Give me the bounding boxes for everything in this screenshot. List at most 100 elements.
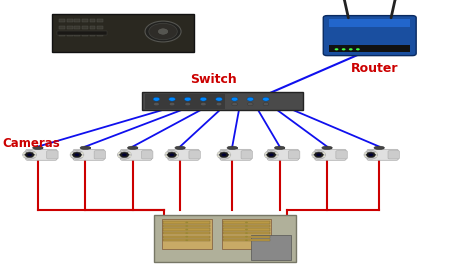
Circle shape [232,102,237,106]
Circle shape [275,156,278,157]
Text: Router: Router [351,62,398,75]
Circle shape [364,152,367,154]
Circle shape [245,229,248,230]
Circle shape [167,152,176,158]
Circle shape [245,225,248,227]
FancyBboxPatch shape [168,149,199,160]
Bar [128,147,137,153]
Circle shape [122,153,127,156]
Circle shape [23,152,26,154]
Text: Cameras: Cameras [2,137,60,150]
Circle shape [185,236,188,238]
Circle shape [216,97,222,101]
FancyBboxPatch shape [73,149,104,160]
Circle shape [364,156,367,157]
Circle shape [70,152,73,154]
Circle shape [153,97,160,101]
FancyBboxPatch shape [315,149,346,160]
Bar [323,147,331,153]
Ellipse shape [23,150,36,159]
Ellipse shape [70,150,84,159]
Text: Switch: Switch [190,73,237,85]
Circle shape [228,152,231,154]
Circle shape [200,97,207,101]
Ellipse shape [80,146,91,149]
Bar [329,45,410,52]
Circle shape [375,156,378,157]
Circle shape [185,229,188,230]
Circle shape [145,21,181,42]
Circle shape [312,156,315,157]
Bar [375,147,383,153]
FancyBboxPatch shape [120,149,152,160]
Bar [74,33,80,36]
FancyBboxPatch shape [220,149,251,160]
Bar [74,19,80,22]
Circle shape [221,153,226,156]
FancyBboxPatch shape [189,151,201,159]
Bar [59,26,65,29]
Circle shape [169,97,175,101]
Circle shape [349,48,353,50]
Circle shape [342,48,346,50]
FancyBboxPatch shape [142,151,153,159]
FancyBboxPatch shape [241,151,253,159]
Circle shape [169,102,175,106]
Circle shape [245,236,248,238]
Circle shape [23,156,26,157]
Circle shape [263,102,269,106]
Bar [67,19,73,22]
Circle shape [74,153,79,156]
Ellipse shape [274,146,285,149]
Circle shape [185,232,188,234]
Circle shape [316,153,321,156]
Bar [163,239,210,241]
Circle shape [70,156,73,157]
Bar [163,229,210,231]
Circle shape [184,97,191,101]
FancyBboxPatch shape [154,215,296,262]
Circle shape [34,152,36,154]
Bar [90,33,95,36]
Circle shape [165,152,168,154]
Circle shape [185,239,188,241]
Circle shape [176,152,179,154]
Ellipse shape [364,150,378,159]
Circle shape [128,156,131,157]
Circle shape [216,102,222,106]
Circle shape [323,156,326,157]
Ellipse shape [128,146,138,149]
Circle shape [217,152,220,154]
Circle shape [266,152,276,158]
Ellipse shape [264,150,278,159]
Circle shape [118,152,120,154]
Bar [221,219,271,249]
Circle shape [219,152,228,158]
Bar [74,26,80,29]
Bar [97,33,103,36]
Ellipse shape [165,150,179,159]
Circle shape [245,222,248,223]
FancyBboxPatch shape [267,149,299,160]
Circle shape [314,152,323,158]
Circle shape [247,97,254,101]
Circle shape [247,102,253,106]
Circle shape [245,232,248,234]
Circle shape [312,152,315,154]
Bar [82,19,88,22]
Bar [275,147,284,153]
Circle shape [323,152,326,154]
Circle shape [201,102,206,106]
Bar [251,235,291,260]
Circle shape [375,152,378,154]
FancyBboxPatch shape [52,14,194,52]
Circle shape [185,225,188,227]
Circle shape [228,156,231,157]
Bar [163,221,210,224]
Circle shape [269,153,273,156]
Bar [223,229,270,231]
Circle shape [34,156,36,157]
FancyBboxPatch shape [142,92,303,110]
Circle shape [154,102,159,106]
Bar [223,221,270,224]
